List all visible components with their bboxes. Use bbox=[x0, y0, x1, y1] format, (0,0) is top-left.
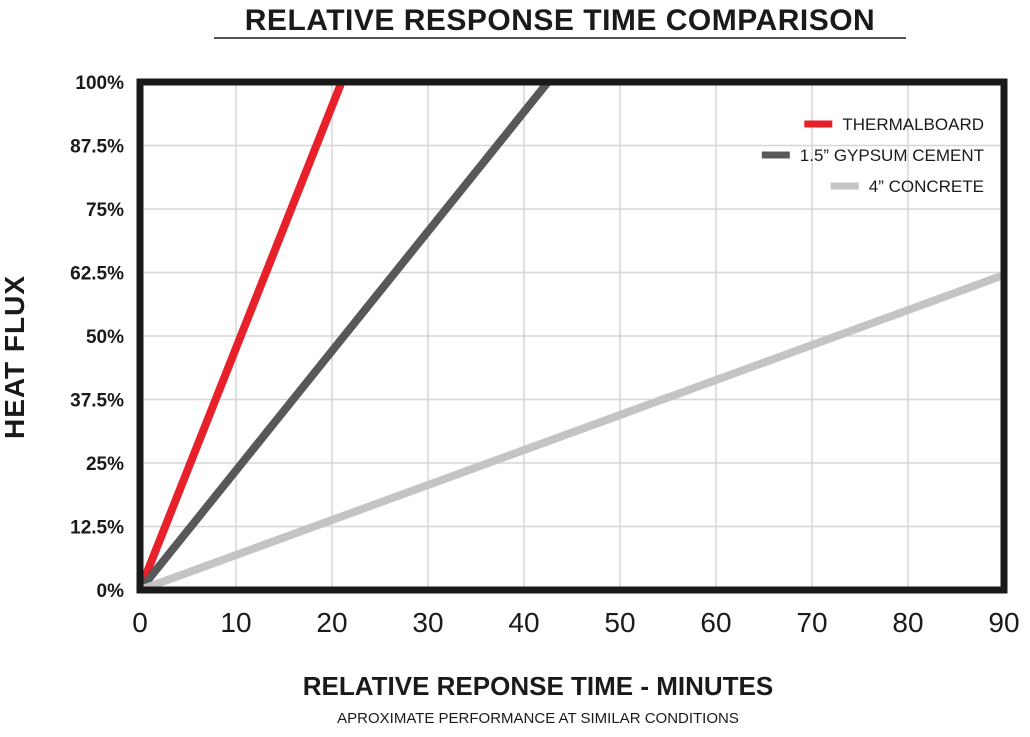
y-axis-label: HEAT FLUX bbox=[0, 275, 30, 439]
series-lines bbox=[136, 79, 1006, 594]
plot-frame bbox=[136, 78, 1008, 594]
y-tick-label: 100% bbox=[75, 73, 124, 94]
y-tick-labels: 0% 12.5% 25% 37.5% 50% 62.5% 75% 87.5% 100% bbox=[70, 73, 124, 602]
legend-label-1: 1.5” GYPSUM CEMENT bbox=[800, 146, 984, 165]
series-line-2 bbox=[138, 271, 1006, 594]
chart-title: RELATIVE RESPONSE TIME COMPARISON bbox=[245, 4, 875, 37]
y-tick-label: 50% bbox=[86, 327, 124, 348]
legend: THERMALBOARD 1.5” GYPSUM CEMENT 4” CONCRET… bbox=[761, 115, 984, 196]
x-tick-label: 0 bbox=[132, 607, 148, 638]
series-line-1 bbox=[136, 79, 552, 593]
y-tick-label: 25% bbox=[86, 454, 124, 475]
x-tick-labels: 0 10 20 30 40 50 60 70 80 90 bbox=[132, 607, 1019, 638]
legend-label-0: THERMALBOARD bbox=[842, 115, 984, 134]
y-tick-label: 0% bbox=[97, 581, 125, 602]
x-tick-label: 80 bbox=[892, 607, 923, 638]
legend-label-2: 4” CONCRETE bbox=[869, 177, 984, 196]
y-tick-label: 37.5% bbox=[70, 391, 124, 412]
x-tick-label: 20 bbox=[316, 607, 347, 638]
y-tick-label: 87.5% bbox=[70, 137, 124, 158]
x-tick-label: 50 bbox=[604, 607, 635, 638]
y-tick-label: 12.5% bbox=[70, 518, 124, 539]
chart-subtitle: APROXIMATE PERFORMANCE AT SIMILAR CONDIT… bbox=[337, 710, 739, 727]
x-tick-label: 10 bbox=[220, 607, 251, 638]
x-tick-label: 30 bbox=[412, 607, 443, 638]
y-tick-label: 62.5% bbox=[70, 264, 124, 285]
x-tick-label: 70 bbox=[796, 607, 827, 638]
x-tick-label: 60 bbox=[700, 607, 731, 638]
x-axis-label: RELATIVE REPONSE TIME - MINUTES bbox=[303, 671, 773, 701]
series-line-0 bbox=[136, 80, 346, 592]
x-tick-label: 90 bbox=[988, 607, 1019, 638]
x-tick-label: 40 bbox=[508, 607, 539, 638]
y-tick-label: 75% bbox=[86, 200, 124, 221]
